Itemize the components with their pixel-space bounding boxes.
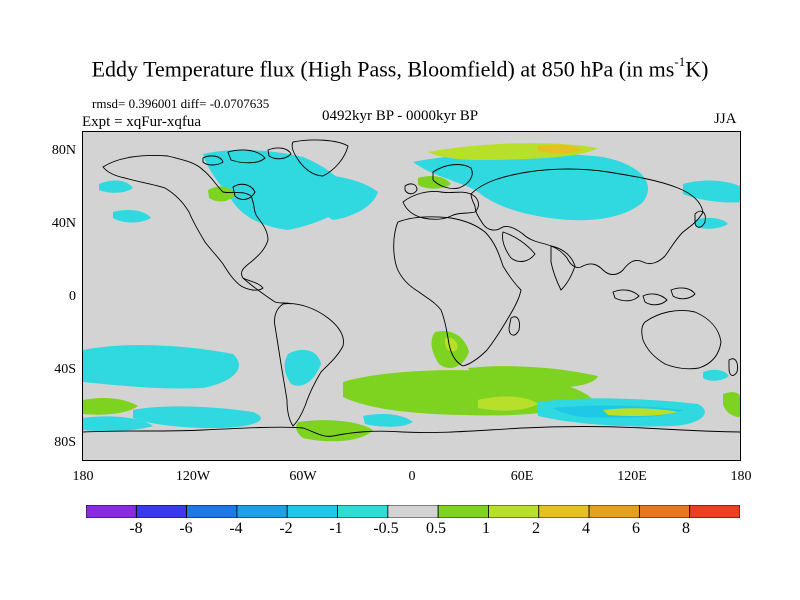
colorbar-box-12 [689, 505, 740, 518]
title-superscript: -1 [674, 54, 686, 69]
colorbar-label-n4: -4 [229, 520, 243, 537]
season-label: JJA [714, 111, 737, 127]
anomaly-north-america-cyan [203, 150, 353, 230]
anomaly-south-pacific-cyan [83, 345, 239, 389]
anomaly-atlantic-cyan [298, 175, 378, 220]
lon-label-0: 0 [408, 469, 416, 484]
colorbar-box-10 [588, 505, 640, 518]
anomaly-far-east-green [723, 392, 740, 418]
colorbar-label-n05: -0.5 [373, 520, 399, 537]
coast-antarctica [83, 426, 740, 437]
colorbar-label-p2: 2 [532, 520, 540, 537]
coast-arabia [502, 231, 536, 262]
colorbar-box-6 [387, 505, 439, 518]
lat-label-40s: 40S [54, 362, 76, 377]
lon-label-60e: 60E [510, 469, 534, 484]
lon-label-180w: 180 [72, 469, 94, 484]
colorbar-box-5 [337, 505, 389, 518]
colorbar-label-n8: -8 [129, 520, 143, 537]
colorbar-label-n1: -1 [329, 520, 343, 537]
anomaly-east-asia-cyan [683, 180, 740, 203]
anomaly-south-america-cyan [284, 349, 321, 386]
colorbar-label-p4: 4 [582, 520, 590, 537]
colorbar-box-4 [286, 505, 338, 518]
colorbar-box-11 [638, 505, 691, 518]
coast-asia [470, 168, 704, 275]
stats-text: rmsd= 0.396001 diff= -0.0707635 [92, 96, 270, 111]
colorbar-box-0 [86, 505, 137, 518]
colorbar [86, 505, 740, 518]
colorbar-box-9 [538, 505, 590, 518]
anomaly-south-pacific-green [83, 398, 138, 415]
lon-label-120e: 120E [617, 469, 647, 484]
colorbar-box-3 [236, 505, 288, 518]
colorbar-label-p8: 8 [682, 520, 690, 537]
anomaly-west-pacific-cyan [695, 217, 728, 229]
title-main: Eddy Temperature flux (High Pass, Bloomf… [91, 56, 675, 82]
lat-label-40n: 40N [51, 216, 76, 231]
lat-label-0: 0 [69, 289, 76, 304]
anomaly-indian-ocean-green [468, 366, 598, 388]
anomaly-pacific-small [113, 210, 151, 223]
coast-indonesia [612, 287, 696, 306]
coast-arctic-islands [202, 147, 292, 166]
colorbar-label-n6: -6 [179, 520, 193, 537]
colorbar-box-7 [437, 505, 489, 518]
coast-japan [694, 210, 706, 228]
map-svg [83, 132, 740, 460]
coast-europe [402, 191, 479, 220]
coast-africa [393, 216, 522, 367]
coast-scandinavia [432, 164, 473, 189]
coast-new-zealand [728, 358, 738, 376]
anomaly-far-east-cyan [703, 369, 729, 381]
colorbar-box-8 [488, 505, 540, 518]
colorbar-label-p05: 0.5 [426, 520, 446, 537]
coast-india [550, 245, 576, 291]
title-end: K) [685, 56, 709, 82]
lat-label-80n: 80N [51, 143, 76, 158]
coast-central-america [242, 277, 292, 305]
anomaly-ross-cyan [363, 414, 413, 427]
anomaly-scandinavia-green [418, 176, 451, 189]
anomaly-antarctic-yellow-east [603, 408, 678, 416]
anomaly-fields [83, 143, 740, 442]
coast-australia [641, 310, 722, 370]
anomaly-weddell-green [296, 420, 373, 442]
anomaly-hudson-green [208, 186, 235, 202]
coast-madagascar [508, 316, 520, 336]
coast-north-america [102, 154, 269, 291]
coast-uk [404, 183, 418, 195]
lon-label-120w: 120W [175, 469, 211, 484]
coast-south-america [274, 303, 344, 427]
anomaly-southern-cyan-b [83, 416, 153, 432]
anomaly-alaska-cyan [99, 180, 133, 193]
experiment-label: Expt = xqFur-xqfua [82, 114, 201, 130]
coastlines [83, 139, 740, 437]
colorbar-label-p1: 1 [482, 520, 490, 537]
anomaly-southern-ocean-yellow [478, 396, 538, 411]
colorbar-box-1 [135, 505, 188, 518]
colorbar-box-2 [186, 505, 238, 518]
colorbar-label-p6: 6 [632, 520, 640, 537]
coast-greenland [291, 139, 349, 177]
anomaly-south-pacific-cyan-b [133, 406, 261, 428]
chart-title: Eddy Temperature flux (High Pass, Bloomf… [0, 54, 800, 82]
period-label: 0492kyr BP - 0000kyr BP [322, 108, 479, 124]
anomaly-arctic-yellow [538, 144, 583, 154]
lat-label-80s: 80S [54, 435, 76, 450]
map-panel [82, 131, 741, 461]
colorbar-label-n2: -2 [279, 520, 293, 537]
lon-label-60w: 60W [289, 469, 317, 484]
coast-hudson-bay [232, 183, 256, 200]
lon-label-180e: 180 [730, 469, 752, 484]
